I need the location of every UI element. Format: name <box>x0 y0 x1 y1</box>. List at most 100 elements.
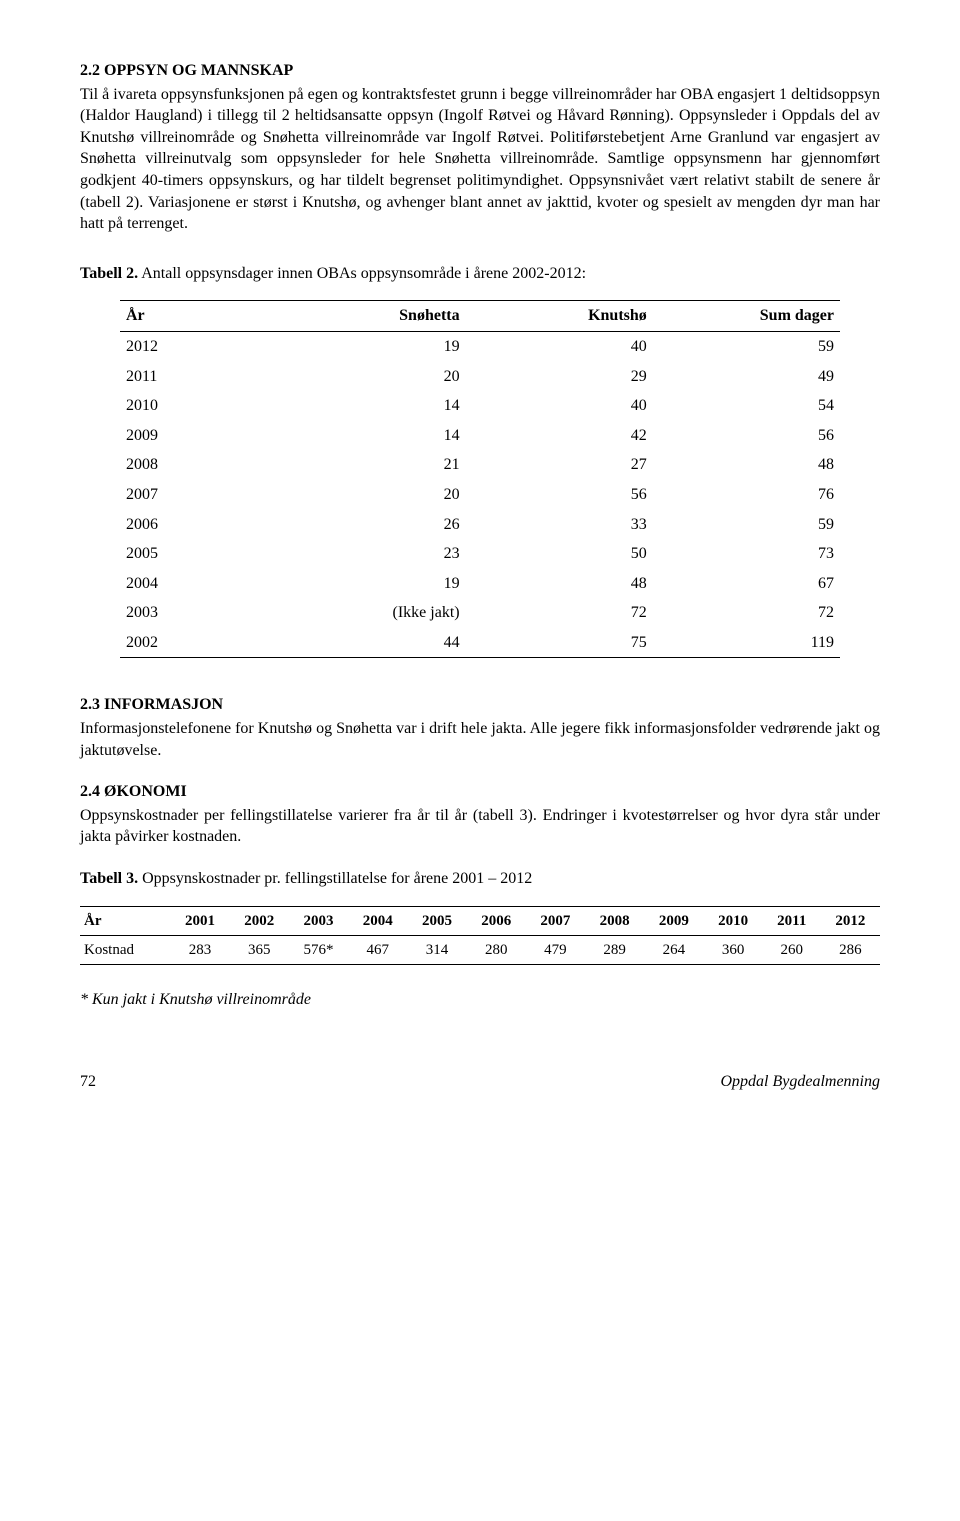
section-2-2-body: Til å ivareta oppsynsfunksjonen på egen … <box>80 84 880 235</box>
table-3-data-row: Kostnad 283365576*4673142804792892643602… <box>80 935 880 964</box>
table-cell: 2009 <box>120 421 264 451</box>
table-2-caption-text: Antall oppsynsdager innen OBAs oppsynsom… <box>138 265 586 282</box>
table-cell: 14 <box>264 391 466 421</box>
table-2-header-ar: År <box>120 301 264 332</box>
table-cell: 56 <box>653 421 840 451</box>
table-3-value-cell: 479 <box>526 935 585 964</box>
table-cell: 49 <box>653 362 840 392</box>
table-3-year-header: 2007 <box>526 906 585 935</box>
table-cell: 48 <box>653 450 840 480</box>
table-cell: 2008 <box>120 450 264 480</box>
table-row: 2012194059 <box>120 331 840 361</box>
table-cell: 2007 <box>120 480 264 510</box>
table-3-footnote: * Kun jakt i Knutshø villreinområde <box>80 989 880 1011</box>
table-cell: 19 <box>264 331 466 361</box>
table-cell: 2011 <box>120 362 264 392</box>
table-cell: 75 <box>466 628 653 658</box>
table-row: 2003(Ikke jakt)7272 <box>120 598 840 628</box>
table-3-year-header: 2006 <box>467 906 526 935</box>
table-3-header-label: År <box>80 906 170 935</box>
table-cell: 56 <box>466 480 653 510</box>
table-3-value-cell: 289 <box>585 935 644 964</box>
table-3: År 2001200220032004200520062007200820092… <box>80 906 880 966</box>
table-cell: 23 <box>264 539 466 569</box>
section-2-4-body: Oppsynskostnader per fellingstillatelse … <box>80 805 880 848</box>
table-cell: 27 <box>466 450 653 480</box>
table-3-year-header: 2001 <box>170 906 229 935</box>
table-cell: 2004 <box>120 569 264 599</box>
table-cell: 2002 <box>120 628 264 658</box>
table-cell: 2012 <box>120 331 264 361</box>
table-2-header-sum: Sum dager <box>653 301 840 332</box>
table-3-year-header: 2004 <box>348 906 407 935</box>
table-3-value-cell: 260 <box>763 935 821 964</box>
table-3-year-header: 2009 <box>644 906 703 935</box>
table-cell: 19 <box>264 569 466 599</box>
table-cell: 119 <box>653 628 840 658</box>
table-2-header-kn: Knutshø <box>466 301 653 332</box>
section-2-4-heading: 2.4 ØKONOMI <box>80 781 880 803</box>
table-cell: 44 <box>264 628 466 658</box>
table-3-value-cell: 576* <box>289 935 348 964</box>
table-row: 20024475119 <box>120 628 840 658</box>
table-row: 2009144256 <box>120 421 840 451</box>
table-2-caption-label: Tabell 2. <box>80 265 138 282</box>
table-cell: 72 <box>653 598 840 628</box>
table-3-year-header: 2008 <box>585 906 644 935</box>
table-cell: 14 <box>264 421 466 451</box>
table-3-year-header: 2003 <box>289 906 348 935</box>
footer-org: Oppdal Bygdealmenning <box>720 1071 880 1093</box>
table-cell: 50 <box>466 539 653 569</box>
table-cell: (Ikke jakt) <box>264 598 466 628</box>
table-2: År Snøhetta Knutshø Sum dager 2012194059… <box>120 300 840 658</box>
table-cell: 20 <box>264 480 466 510</box>
table-3-year-header: 2010 <box>704 906 763 935</box>
table-3-value-cell: 365 <box>230 935 289 964</box>
table-cell: 2003 <box>120 598 264 628</box>
section-2-3-body: Informasjonstelefonene for Knutshø og Sn… <box>80 718 880 761</box>
table-3-value-cell: 360 <box>704 935 763 964</box>
table-row: 2011202949 <box>120 362 840 392</box>
table-2-header-row: År Snøhetta Knutshø Sum dager <box>120 301 840 332</box>
table-3-header-row: År 2001200220032004200520062007200820092… <box>80 906 880 935</box>
table-3-year-header: 2011 <box>763 906 821 935</box>
page-number: 72 <box>80 1071 96 1093</box>
table-3-value-cell: 467 <box>348 935 407 964</box>
table-cell: 54 <box>653 391 840 421</box>
table-3-value-cell: 286 <box>821 935 880 964</box>
table-row: 2008212748 <box>120 450 840 480</box>
table-cell: 33 <box>466 510 653 540</box>
table-cell: 2006 <box>120 510 264 540</box>
table-cell: 29 <box>466 362 653 392</box>
table-cell: 67 <box>653 569 840 599</box>
table-2-header-sn: Snøhetta <box>264 301 466 332</box>
page-footer: 72 Oppdal Bygdealmenning <box>80 1071 880 1093</box>
table-cell: 48 <box>466 569 653 599</box>
table-3-caption: Tabell 3. Oppsynskostnader pr. fellingst… <box>80 868 880 890</box>
table-3-data-label: Kostnad <box>80 935 170 964</box>
table-row: 2007205676 <box>120 480 840 510</box>
table-cell: 21 <box>264 450 466 480</box>
table-3-value-cell: 314 <box>407 935 466 964</box>
table-cell: 40 <box>466 391 653 421</box>
table-cell: 59 <box>653 510 840 540</box>
table-3-value-cell: 283 <box>170 935 229 964</box>
table-cell: 73 <box>653 539 840 569</box>
table-3-caption-text: Oppsynskostnader pr. fellingstillatelse … <box>138 870 532 887</box>
table-cell: 26 <box>264 510 466 540</box>
table-cell: 59 <box>653 331 840 361</box>
table-row: 2010144054 <box>120 391 840 421</box>
table-3-value-cell: 280 <box>467 935 526 964</box>
table-3-caption-label: Tabell 3. <box>80 870 138 887</box>
table-3-year-header: 2002 <box>230 906 289 935</box>
table-cell: 40 <box>466 331 653 361</box>
table-row: 2005235073 <box>120 539 840 569</box>
section-2-3-heading: 2.3 INFORMASJON <box>80 694 880 716</box>
table-row: 2004194867 <box>120 569 840 599</box>
table-cell: 20 <box>264 362 466 392</box>
table-cell: 42 <box>466 421 653 451</box>
table-2-caption: Tabell 2. Antall oppsynsdager innen OBAs… <box>80 263 880 285</box>
table-cell: 2005 <box>120 539 264 569</box>
table-3-year-header: 2012 <box>821 906 880 935</box>
table-3-year-header: 2005 <box>407 906 466 935</box>
